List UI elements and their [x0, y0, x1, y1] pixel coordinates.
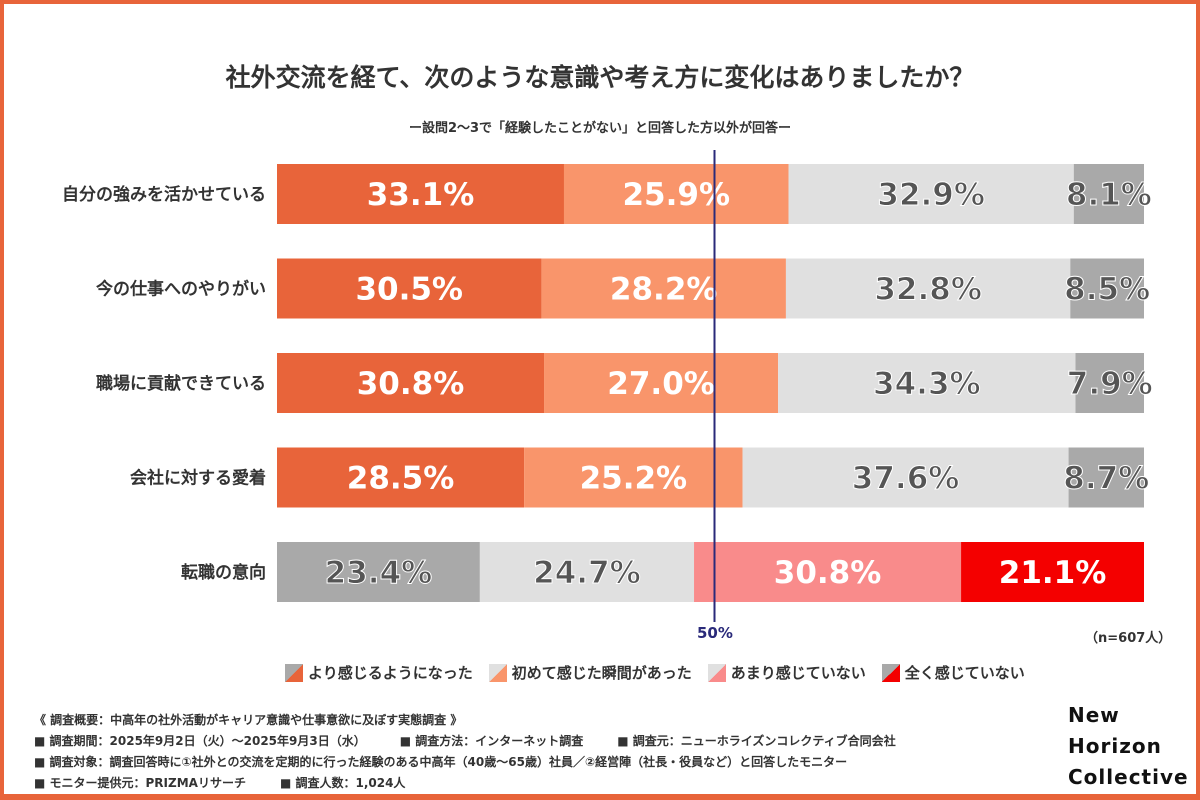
survey-footer: 《 調査概要：中高年の社外活動がキャリア意識や仕事意欲に及ぼす実態調査 》 ■ …	[34, 710, 930, 794]
data-label: 34.3%	[873, 366, 981, 402]
bar-segment	[277, 353, 545, 413]
bar-segment	[541, 258, 786, 319]
legend-swatch	[285, 663, 303, 682]
data-label: 21.1%	[999, 555, 1107, 591]
data-label: 30.8%	[357, 366, 465, 402]
bar-segment	[961, 542, 1144, 602]
data-label: 30.8%	[774, 555, 882, 591]
legend-swatch	[881, 663, 900, 682]
data-label: 8.1%	[1066, 177, 1152, 213]
legend-item: より感じるようになった	[285, 662, 473, 683]
legend-swatch	[707, 663, 726, 682]
data-label: 28.2%	[610, 272, 718, 308]
survey-overview: 《 調査概要：中高年の社外活動がキャリア意識や仕事意欲に及ぼす実態調査 》	[34, 713, 463, 727]
chart-subtitle: ー設問2〜3で「経験したことがない」と回答した方以外が回答ー	[408, 121, 792, 136]
survey-source: ■ 調査元：ニューホライズンコレクティブ合同会社	[617, 734, 896, 748]
bar-segment	[479, 542, 695, 602]
data-label: 32.8%	[874, 272, 982, 308]
bar-segment	[563, 164, 789, 224]
brand-logo: New Horizon Collective	[1068, 700, 1189, 793]
category-label: 今の仕事へのやりがい	[96, 279, 266, 300]
bar-segment	[694, 542, 962, 602]
bar-segment	[1070, 258, 1144, 319]
bar-segment	[742, 447, 1069, 508]
survey-count: ■ 調査人数：1,024人	[279, 776, 406, 790]
sample-size-note: （n=607人）	[1085, 631, 1172, 646]
category-label: 自分の強みを活かせている	[62, 184, 266, 205]
category-label: 会社に対する愛着	[130, 468, 266, 489]
brand-line: Horizon	[1068, 734, 1162, 758]
data-label: 30.5%	[355, 272, 463, 308]
bar-segment	[1075, 353, 1144, 413]
chart-title: 社外交流を経て、次のような意識や考え方に変化はありましたか？	[225, 63, 975, 92]
data-label: 24.7%	[533, 555, 641, 591]
data-label: 37.6%	[852, 461, 960, 497]
bar-segment	[277, 542, 480, 602]
data-label: 8.7%	[1063, 461, 1149, 497]
legend-label: あまり感じていない	[730, 664, 866, 682]
legend-item: 初めて感じた瞬間があった	[488, 662, 692, 683]
data-label: 25.2%	[580, 461, 688, 497]
data-label: 27.0%	[607, 366, 715, 402]
legend-label: 全く感じていない	[904, 664, 1025, 682]
data-label: 8.5%	[1064, 272, 1150, 308]
legend-label: 初めて感じた瞬間があった	[511, 664, 692, 682]
bar-segment	[778, 353, 1076, 413]
survey-period: ■ 調査期間：2025年9月2日（火）〜2025年9月3日（水）	[34, 734, 366, 748]
bar-segment	[277, 447, 525, 508]
bar-segment	[277, 258, 542, 319]
survey-provider: ■ モニター提供元：PRIZMAリサーチ	[34, 776, 246, 790]
bar-segment	[1073, 164, 1144, 224]
legend-item: 全く感じていない	[881, 662, 1025, 683]
bar-segment	[1068, 447, 1144, 508]
bar-segment	[785, 258, 1071, 319]
bar-segment	[544, 353, 779, 413]
legend-label: より感じるようになった	[308, 664, 473, 682]
bar-segment	[524, 447, 743, 508]
survey-method: ■ 調査方法：インターネット調査	[399, 734, 584, 748]
reference-line-label: 50%	[697, 624, 733, 642]
category-label: 転職の意向	[181, 562, 266, 583]
legend-swatch	[488, 663, 507, 682]
stacked-bar-chart: 自分の強みを活かせている 33.1% 25.9% 32.9% 8.1% 今の仕事へのやりが…	[62, 150, 1153, 622]
survey-target: ■ 調査対象：調査回答時に①社外との交流を定期的に行った経験のある中高年（40歳…	[34, 755, 848, 769]
data-label: 32.9%	[877, 177, 985, 213]
data-label: 25.9%	[622, 177, 730, 213]
bar-segment	[277, 164, 564, 224]
data-label: 7.9%	[1067, 366, 1153, 402]
bar-segment	[788, 164, 1074, 224]
legend-item: あまり感じていない	[707, 662, 866, 683]
data-label: 33.1%	[367, 177, 475, 213]
category-label: 職場に貢献できている	[96, 373, 266, 394]
brand-line: New	[1068, 703, 1120, 727]
legend: より感じるようになった 初めて感じた瞬間があった あまり感じていない 全く感じて…	[285, 662, 1025, 683]
brand-line: Collective	[1068, 765, 1189, 789]
data-label: 23.4%	[325, 555, 433, 591]
data-label: 28.5%	[347, 461, 455, 497]
